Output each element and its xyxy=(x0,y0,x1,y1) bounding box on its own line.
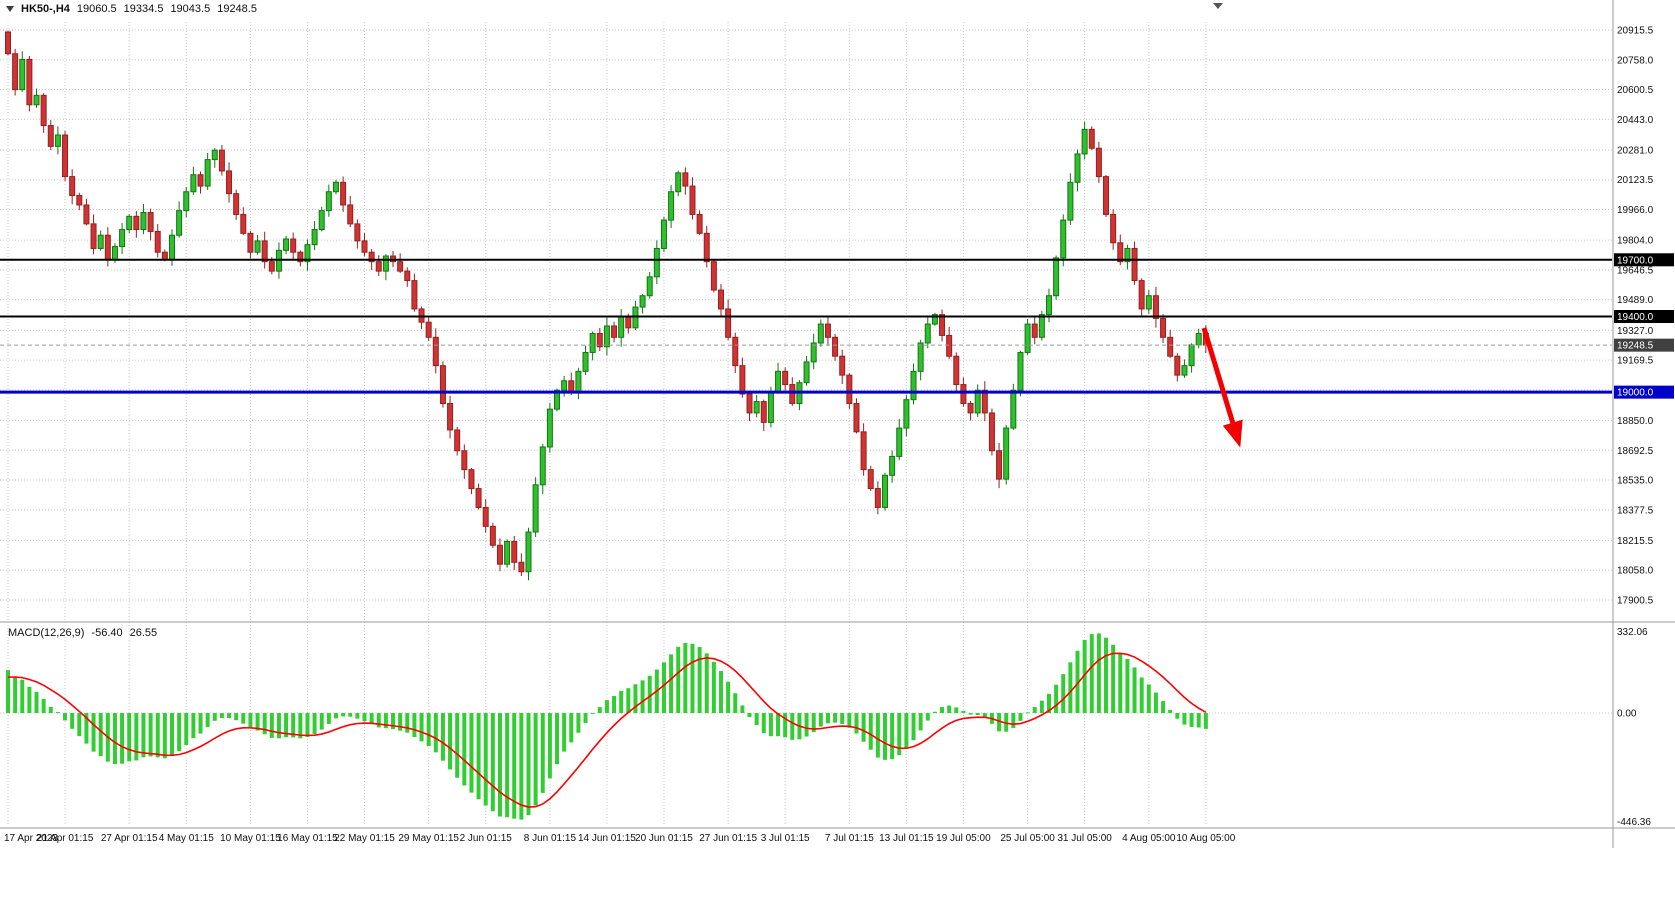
time-axis-label: 29 May 01:15 xyxy=(398,833,459,844)
price-tag-19000.0 xyxy=(1614,385,1674,399)
time-axis-label: 27 Apr 01:15 xyxy=(101,833,158,844)
macd-indicator xyxy=(6,633,1208,820)
macd-axis-label: 332.06 xyxy=(1617,627,1648,638)
time-axis-label: 4 Aug 05:00 xyxy=(1122,833,1176,844)
price-axis-label: 18692.5 xyxy=(1617,446,1654,457)
time-axis-label: 21 Apr 01:15 xyxy=(37,833,94,844)
price-tag-19248.5 xyxy=(1614,338,1674,352)
time-axis-label: 7 Jul 01:15 xyxy=(825,833,874,844)
macd-main-value: -56.40 xyxy=(91,627,123,639)
macd-indicator-label: MACD(12,26,9) -56.40 26.55 xyxy=(8,627,157,639)
price-axis-label: 18850.0 xyxy=(1617,416,1654,427)
price-tag-label: 19700.0 xyxy=(1617,255,1654,266)
ohlc-close-value: 19248.5 xyxy=(217,3,257,15)
price-axis-label: 20123.5 xyxy=(1617,175,1654,186)
time-axis-label: 13 Jul 01:15 xyxy=(879,833,934,844)
trend-arrow[interactable] xyxy=(1201,327,1243,448)
price-tag-label: 19248.5 xyxy=(1617,341,1654,352)
symbol-dropdown-icon[interactable] xyxy=(6,6,14,12)
time-axis-label: 4 May 01:15 xyxy=(159,833,214,844)
price-axis-label: 20600.5 xyxy=(1617,85,1654,96)
time-axis-label: 10 May 01:15 xyxy=(220,833,281,844)
price-axis-label: 19646.5 xyxy=(1617,265,1654,276)
price-axis-label: 20758.0 xyxy=(1617,55,1654,66)
macd-axis-label: -446.36 xyxy=(1617,817,1651,828)
ohlc-low-value: 19043.5 xyxy=(170,3,211,15)
chart-shift-marker-icon[interactable] xyxy=(1213,3,1223,9)
time-axis-label: 27 Jun 01:15 xyxy=(699,833,757,844)
price-axis-label: 17900.5 xyxy=(1617,596,1654,607)
time-axis-label: 17 Apr 2023 xyxy=(4,833,58,844)
symbol-info-bar: HK50-,H4 19060.5 19334.5 19043.5 19248.5 xyxy=(6,3,257,15)
time-axis-label: 3 Jul 01:15 xyxy=(761,833,810,844)
ohlc-open-value: 19060.5 xyxy=(76,3,117,15)
price-axis-label: 20281.0 xyxy=(1617,145,1654,156)
price-axis-label: 18535.0 xyxy=(1617,476,1654,487)
price-axis-label: 18377.5 xyxy=(1617,505,1654,516)
gridlines xyxy=(0,22,1612,826)
time-axis-label: 14 Jun 01:15 xyxy=(578,833,636,844)
price-axis-label: 20443.0 xyxy=(1617,115,1654,126)
time-axis-label: 31 Jul 05:00 xyxy=(1057,833,1112,844)
price-axis-label: 19804.0 xyxy=(1617,236,1654,247)
time-axis-label: 2 Jun 01:15 xyxy=(460,833,513,844)
price-axis-label: 19489.0 xyxy=(1617,295,1654,306)
symbol-name: HK50-,H4 xyxy=(21,3,70,15)
price-axis-label: 19327.0 xyxy=(1617,326,1654,337)
macd-axis: 332.06 0.00 -446.36 xyxy=(1617,627,1651,828)
ohlc-high-value: 19334.5 xyxy=(123,3,164,15)
macd-signal-line xyxy=(7,652,1207,808)
time-axis-label: 25 Jul 05:00 xyxy=(1000,833,1055,844)
price-tags: 19700.0 19400.0 19248.5 19000.0 xyxy=(1614,253,1674,399)
price-axis-label: 18058.0 xyxy=(1617,566,1654,577)
price-tag-19400.0 xyxy=(1614,310,1674,324)
price-tag-label: 19400.0 xyxy=(1617,312,1654,323)
candlesticks xyxy=(5,30,1209,581)
price-axis-label: 18215.5 xyxy=(1617,536,1654,547)
macd-signal-value: 26.55 xyxy=(129,627,158,639)
pane-separators xyxy=(0,0,1675,848)
time-axis-label: 16 May 01:15 xyxy=(277,833,338,844)
time-axis-label: 22 May 01:15 xyxy=(334,833,395,844)
price-axis-label: 19966.0 xyxy=(1617,205,1654,216)
price-axis-label: 19169.5 xyxy=(1617,356,1654,367)
time-axis-label: 20 Jun 01:15 xyxy=(635,833,693,844)
price-tag-label: 19000.0 xyxy=(1617,388,1654,399)
macd-axis-label: 0.00 xyxy=(1617,709,1637,720)
time-axis-label: 8 Jun 01:15 xyxy=(524,833,577,844)
time-axis-label: 10 Aug 05:00 xyxy=(1176,833,1235,844)
price-axis-label: 20915.5 xyxy=(1617,26,1654,37)
macd-name: MACD(12,26,9) xyxy=(8,627,85,639)
price-tag-19700.0 xyxy=(1614,253,1674,267)
time-axis-label: 19 Jul 05:00 xyxy=(936,833,991,844)
